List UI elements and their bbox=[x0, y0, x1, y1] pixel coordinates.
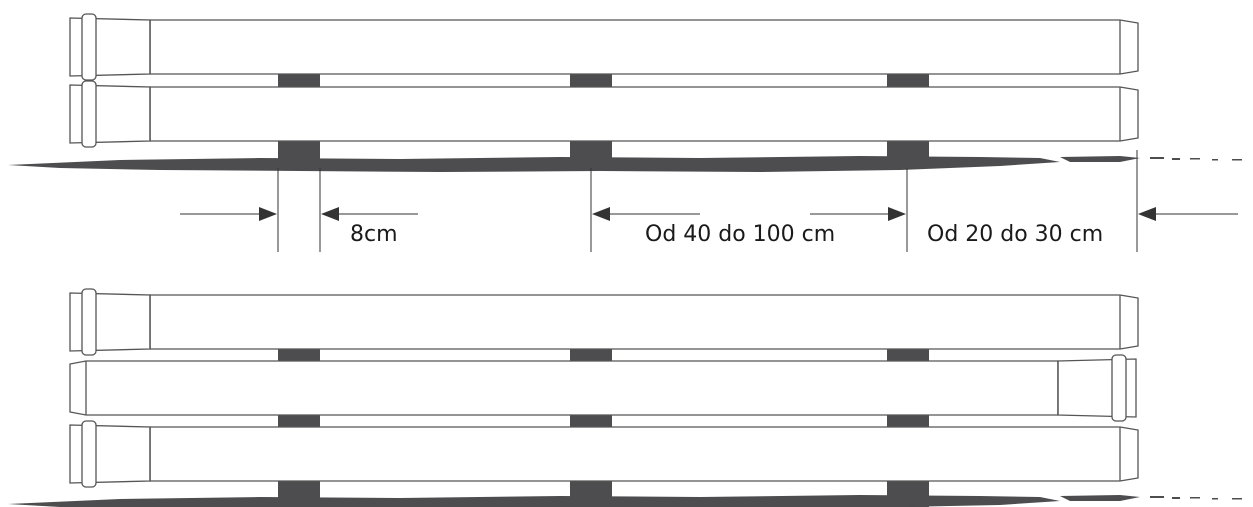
arrow-left-icon bbox=[1138, 207, 1156, 221]
support-block bbox=[278, 414, 320, 428]
pipe-socket-right bbox=[69, 354, 1137, 422]
dimension-annotations bbox=[180, 150, 1238, 252]
support-block bbox=[278, 73, 320, 87]
support-block bbox=[887, 73, 929, 87]
arrow-left-icon bbox=[321, 207, 339, 221]
support-block bbox=[570, 414, 612, 428]
end-overhang-label: Od 20 do 30 cm bbox=[927, 222, 1103, 247]
support-block bbox=[570, 73, 612, 87]
bottom-stack bbox=[8, 288, 1242, 507]
pipe-socket-left bbox=[69, 80, 1139, 148]
ground-strip bbox=[8, 495, 1242, 507]
dimension-labels: 8cm Od 40 do 100 cm Od 20 do 30 cm bbox=[350, 222, 1103, 247]
support-block bbox=[887, 347, 929, 361]
support-spacing-label: Od 40 do 100 cm bbox=[645, 222, 835, 247]
arrow-left-icon bbox=[592, 207, 610, 221]
support-block bbox=[570, 347, 612, 361]
support-block bbox=[887, 414, 929, 428]
pipe-socket-left bbox=[69, 420, 1139, 488]
ground-strip bbox=[8, 156, 1242, 172]
arrow-right-icon bbox=[888, 207, 906, 221]
pipe-socket-left bbox=[69, 13, 1139, 81]
top-stack bbox=[8, 13, 1242, 172]
support-block bbox=[278, 347, 320, 361]
pipe-socket-left bbox=[69, 288, 1139, 356]
arrow-right-icon bbox=[259, 207, 277, 221]
spacer-width-label: 8cm bbox=[350, 222, 398, 247]
